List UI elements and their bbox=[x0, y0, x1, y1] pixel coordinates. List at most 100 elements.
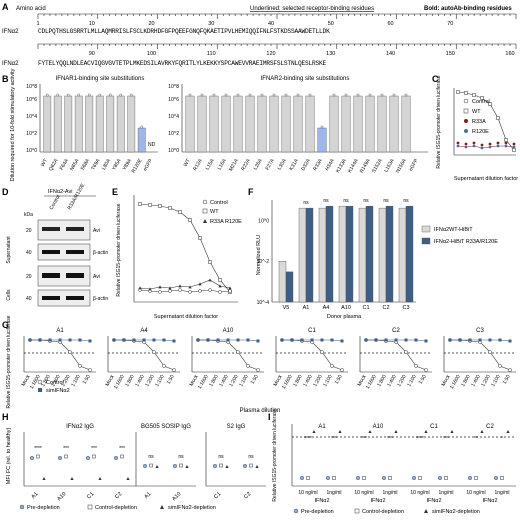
xtick: Mock bbox=[21, 374, 32, 388]
point-mutant bbox=[168, 286, 172, 290]
series-control bbox=[139, 289, 231, 293]
xtick: 1:50 bbox=[250, 374, 260, 386]
point-mutant bbox=[188, 285, 192, 289]
panel-e-curves bbox=[138, 202, 232, 294]
svg-text:Avi: Avi bbox=[93, 274, 100, 280]
xtick: 1:50 bbox=[166, 374, 176, 386]
xtick: Mock bbox=[189, 374, 200, 388]
seq-row2-label: IFNα2 bbox=[2, 61, 19, 67]
panel-i: I Relative ISG15-promoter driven lucifer… bbox=[268, 408, 516, 515]
bar-mutant bbox=[405, 205, 414, 303]
point-control bbox=[256, 368, 260, 372]
sig-label: * bbox=[501, 436, 503, 442]
bar bbox=[127, 95, 136, 153]
sig-label: *** bbox=[387, 436, 393, 442]
point-control bbox=[444, 476, 448, 480]
xtick: 1:400 bbox=[50, 374, 62, 388]
panel-e-legend: Control WT R33A R120E bbox=[202, 199, 242, 225]
sig-label: **** bbox=[304, 436, 312, 442]
xtick: 1:1600 bbox=[449, 374, 462, 390]
point-pre bbox=[326, 476, 331, 481]
point-r33a bbox=[488, 142, 492, 146]
point-control bbox=[68, 350, 72, 354]
point-control bbox=[88, 368, 92, 372]
point-pre bbox=[212, 464, 217, 469]
point bbox=[380, 93, 384, 97]
point-pre bbox=[438, 476, 443, 481]
xtick: 1:100 bbox=[322, 374, 334, 388]
group-supernatant: Supernatant bbox=[6, 236, 12, 264]
point-sim bbox=[394, 430, 398, 433]
point-mutant bbox=[228, 286, 232, 290]
category-label: L16A bbox=[217, 157, 228, 171]
nd-label: ND bbox=[148, 142, 156, 148]
category-label: F27A bbox=[265, 157, 277, 171]
point-pre bbox=[30, 456, 35, 461]
point-sim bbox=[290, 338, 294, 342]
xtick: 1:1600 bbox=[113, 374, 126, 390]
panel-d-label: D bbox=[2, 187, 9, 197]
point-sim bbox=[488, 338, 492, 342]
ytick-b2: 10^6 bbox=[168, 97, 179, 103]
svg-text:IFNα2-HiBiT R33A/R120E: IFNα2-HiBiT R33A/R120E bbox=[434, 239, 498, 245]
xtick: 1:800 bbox=[460, 374, 472, 388]
ruler-1-label: 10 bbox=[89, 21, 95, 27]
svg-text:Pre-depletion: Pre-depletion bbox=[301, 509, 334, 515]
point bbox=[236, 93, 240, 97]
category-label: C1 bbox=[362, 305, 369, 311]
kda-label: kDa bbox=[24, 212, 33, 218]
point-sim bbox=[338, 430, 342, 433]
bar bbox=[137, 127, 146, 153]
category-label: R12A bbox=[192, 157, 204, 171]
legend-r120e: R120E bbox=[472, 129, 489, 135]
category-label: N156A bbox=[395, 157, 408, 174]
xgroup-label: IFNα2 bbox=[314, 498, 329, 504]
panel-e-ylabel: Relative ISG15-promoter driven luciferas… bbox=[116, 203, 122, 296]
point-control bbox=[188, 290, 192, 294]
ruler-1-label: 50 bbox=[328, 21, 334, 27]
ruler-2-label: 110 bbox=[207, 51, 216, 57]
xtick: 1:100 bbox=[70, 374, 82, 388]
panel-i-label: I bbox=[268, 412, 271, 422]
point bbox=[272, 93, 276, 97]
point-wt bbox=[188, 218, 192, 222]
xtick: 1:800 bbox=[40, 374, 52, 388]
ytick-b2: 10^4 bbox=[168, 114, 179, 120]
bar-wt bbox=[358, 207, 367, 303]
xtick: 1ng/ml bbox=[326, 490, 341, 496]
point-pre bbox=[412, 476, 417, 481]
ruler-1-label: 60 bbox=[387, 21, 393, 27]
svg-text:20: 20 bbox=[26, 228, 32, 234]
xtick: 1:100 bbox=[238, 374, 250, 388]
point-control bbox=[162, 364, 166, 368]
ruler-2-label: 100 bbox=[147, 51, 156, 57]
bar-mutant bbox=[305, 207, 314, 303]
point-control bbox=[179, 463, 183, 468]
ytick: 10^-4 bbox=[257, 300, 270, 306]
ns-label: ns bbox=[363, 198, 369, 204]
xtick: 1:50 bbox=[502, 374, 512, 386]
point-control bbox=[414, 364, 418, 368]
xtick: 1:800 bbox=[208, 374, 220, 388]
point-pre bbox=[85, 456, 90, 461]
ruler-2-label: 130 bbox=[326, 51, 335, 57]
xtick: 1:1600 bbox=[281, 374, 294, 390]
point bbox=[356, 93, 360, 97]
point-wt bbox=[208, 260, 212, 264]
bar bbox=[197, 95, 207, 153]
seq-row2: FYTELYQQLNDLEACVIQGVGVTETPLMKEDSILAVRKYF… bbox=[38, 60, 327, 67]
ns-label: ns bbox=[303, 200, 309, 206]
ytick-b1: 10^4 bbox=[26, 114, 37, 120]
svg-text:β-actin: β-actin bbox=[93, 296, 108, 302]
legend-control: Control bbox=[472, 99, 490, 105]
point-sim bbox=[468, 338, 472, 342]
sig-label: **** bbox=[416, 436, 424, 442]
point-mutant bbox=[218, 284, 222, 288]
category-label: L26A bbox=[253, 157, 264, 171]
point-control bbox=[178, 288, 182, 292]
bar bbox=[353, 95, 363, 153]
xtick: 10 ng/ml bbox=[410, 490, 429, 496]
ruler-2-label: 140 bbox=[386, 51, 395, 57]
bar bbox=[377, 95, 387, 153]
